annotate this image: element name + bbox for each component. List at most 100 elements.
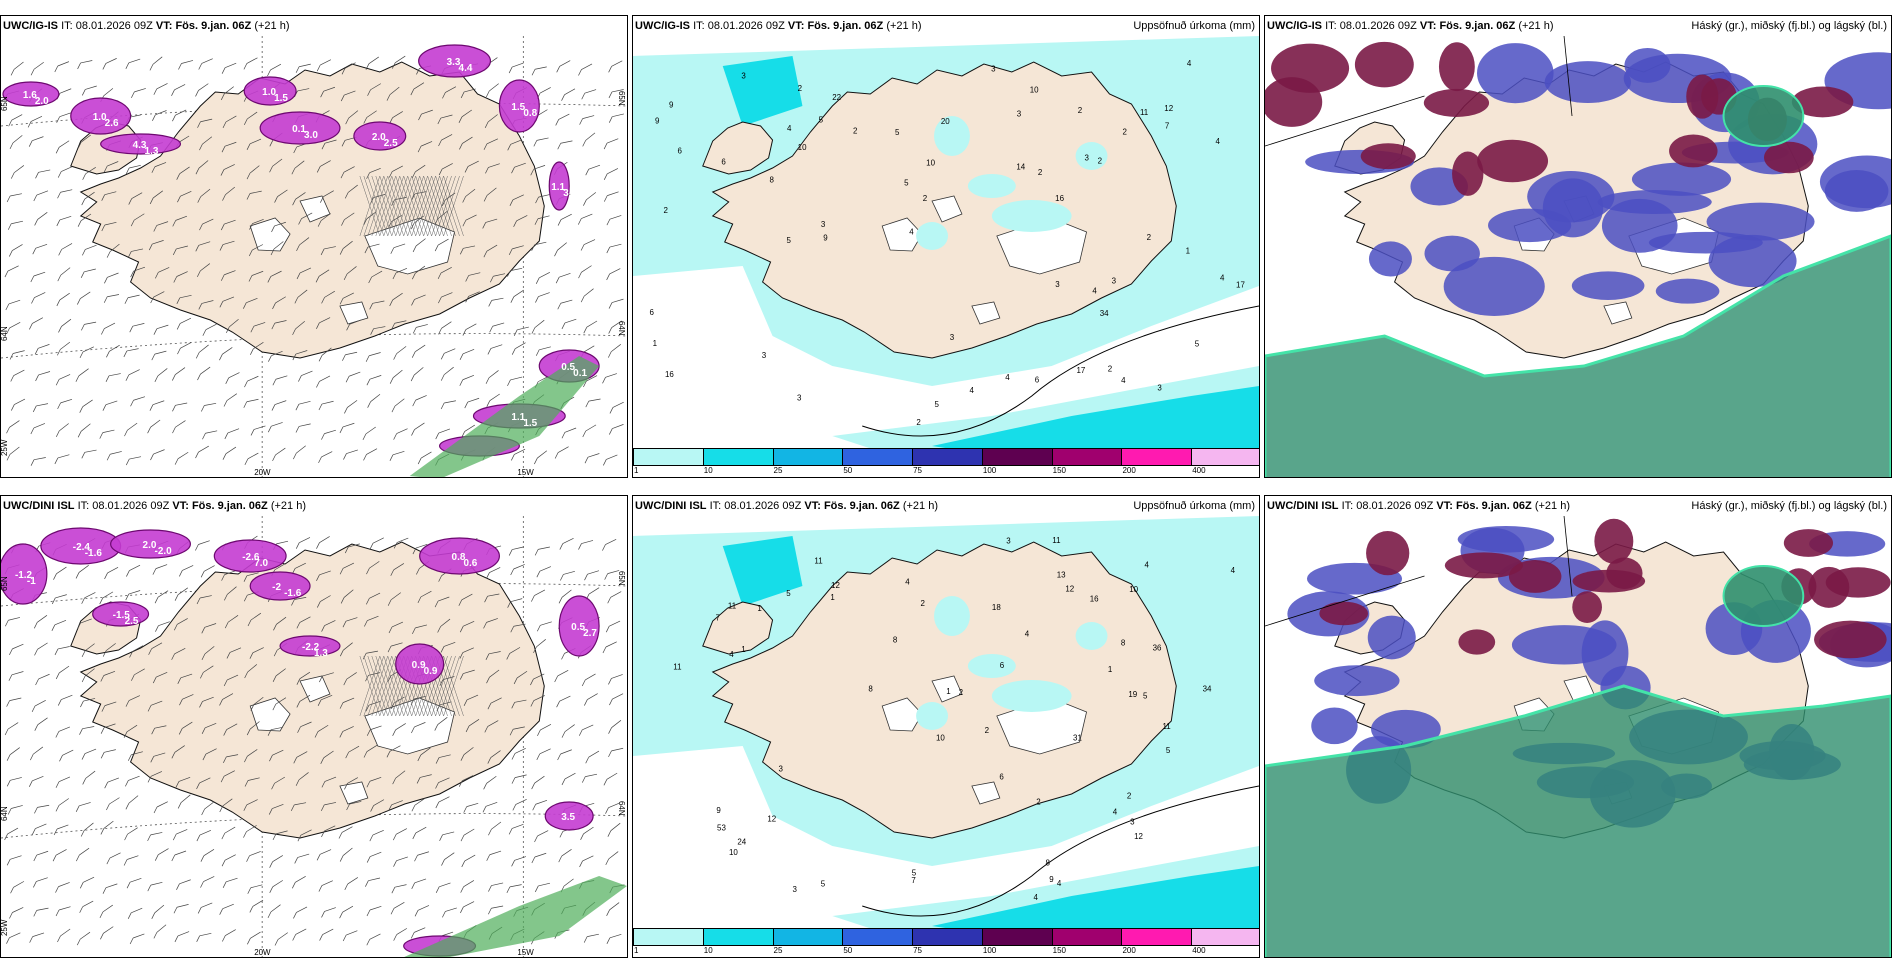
precip-value-48: 11 xyxy=(1162,722,1171,731)
lead-time: (+21 h) xyxy=(886,20,922,32)
precip-value-11: 24 xyxy=(737,837,746,846)
mid-cloud xyxy=(1368,241,1412,277)
precip-value-1: 6 xyxy=(678,146,683,155)
wind-value-7: -2.6 xyxy=(242,552,260,563)
wind-value-16: 0.8 xyxy=(523,108,537,119)
precip-value-32: 6 xyxy=(1035,376,1040,385)
precip-value-17: 1 xyxy=(1108,665,1113,674)
precip-cell-3 xyxy=(110,529,191,559)
mid-cloud xyxy=(1544,61,1632,104)
colorbar-tick-4: 50 xyxy=(843,466,853,475)
vt-prefix: VT: xyxy=(172,500,189,512)
precip-value-29: 3 xyxy=(741,72,746,81)
precip-value-50: 3 xyxy=(1112,277,1117,286)
mid-cloud xyxy=(1443,256,1545,317)
precip-patch-5 xyxy=(1075,142,1108,170)
model-name: UWC/IG-IS xyxy=(635,20,690,32)
colorbar-tick-2: 10 xyxy=(703,466,713,475)
precip-cell-2 xyxy=(70,97,132,135)
precip-cell-7 xyxy=(419,537,501,575)
colorbar-tick-9: 400 xyxy=(1192,466,1206,475)
precip-value-52: 2 xyxy=(1038,168,1043,177)
glacier-4 xyxy=(971,781,1001,805)
precip-value-45: 4 xyxy=(970,386,975,395)
low-cloud-band xyxy=(1265,236,1891,477)
precip-value-57: 2 xyxy=(920,599,925,608)
wind-value-14: 0.6 xyxy=(464,558,478,569)
panel-header: UWC/DINI ISL IT: 08.01.2026 09Z VT: Fös.… xyxy=(633,496,1259,516)
high-cloud xyxy=(1572,591,1602,623)
low-cloud-band xyxy=(1265,686,1891,957)
lead-time: (+21 h) xyxy=(902,500,938,512)
colorbar-swatch-9 xyxy=(1191,448,1259,466)
low-cloud-edge xyxy=(1265,234,1891,477)
high-cloud xyxy=(1366,531,1410,576)
map-svg xyxy=(1265,36,1891,477)
field-title: Háský (gr.), miðský (fj.bl.) og lágský (… xyxy=(1691,20,1887,32)
precip-value-14: 3 xyxy=(762,351,767,360)
region-line xyxy=(1265,95,1425,147)
mid-cloud xyxy=(1488,208,1572,243)
low-cloud-patch xyxy=(1722,85,1805,147)
precip-value-53: 53 xyxy=(717,823,726,832)
high-cloud xyxy=(1444,552,1523,579)
precip-value-36: 5 xyxy=(821,879,826,888)
map-area: 11 8 9 7 10 10 12 10 13 16 24 11 3 4 5 2 1 12 11 8 3 3 8 8 5 4 4 4 6… xyxy=(633,516,1259,957)
precip-value-35: 9 xyxy=(669,100,674,109)
precip-cell-4 xyxy=(213,539,287,573)
precip-value-59: 17 xyxy=(1077,366,1086,375)
init-time: 08.01.2026 09Z xyxy=(1356,500,1434,512)
precip-value-43: 5 xyxy=(904,178,909,187)
map-svg: 1189710101210131624113452112118338854446… xyxy=(633,516,1259,957)
high-cloud xyxy=(1354,41,1414,88)
high-cloud xyxy=(1791,86,1854,118)
colorbar-swatch-7 xyxy=(1051,928,1123,946)
wind-value-4: -1.6 xyxy=(85,548,103,559)
mid-cloud xyxy=(1527,170,1615,223)
precip-value-20: 4 xyxy=(1005,373,1010,382)
precip-value-6: 10 xyxy=(729,848,738,857)
precip-value-22: 3 xyxy=(792,885,797,894)
precip-cell-9 xyxy=(548,161,570,211)
wind-value-18: 3.5 xyxy=(563,188,577,199)
wind-value-1: -1.2 xyxy=(15,570,33,581)
precip-value-10: 17 xyxy=(1236,280,1245,289)
high-cloud xyxy=(1319,601,1368,626)
precip-value-4: 7 xyxy=(716,614,721,623)
value-labels: 1.62.01.02.64.31.31.01.50.13.0 2.02.53.34… xyxy=(23,57,588,429)
precip-value-3: 9 xyxy=(1049,875,1054,884)
vt-prefix: VT: xyxy=(155,20,173,32)
wind-value-2: -1 xyxy=(27,576,36,587)
precip-value-49: 19 xyxy=(1128,690,1137,699)
wind-value-2: 2.0 xyxy=(35,96,49,107)
wind-value-18: 1.3 xyxy=(314,648,328,659)
precip-value-47: 9 xyxy=(655,117,660,126)
model-name: UWC/DINI ISL xyxy=(635,500,707,512)
wind-value-21: 3.5 xyxy=(561,812,575,823)
precip-value-39: 3 xyxy=(991,65,996,74)
wind-value-9: 0.1 xyxy=(292,124,306,135)
precip-patches xyxy=(916,116,1108,250)
wind-value-15: 0.9 xyxy=(412,660,426,671)
precip-value-13: 3 xyxy=(779,765,784,774)
high-cloud xyxy=(1814,620,1887,659)
precip-value-23: 2 xyxy=(923,194,928,203)
map-panel-4: UWC/DINI ISL IT: 08.01.2026 09Z VT: Fös.… xyxy=(0,495,628,958)
iceland-landmass xyxy=(702,541,1177,839)
wind-value-13: 3.3 xyxy=(447,57,461,68)
high-cloud xyxy=(1452,151,1484,196)
map-panel-3: UWC/IG-IS IT: 08.01.2026 09Z VT: Fös. 9.… xyxy=(1264,15,1892,478)
colorbar-swatch-1 xyxy=(633,928,704,946)
precip-value-26: 8 xyxy=(769,176,774,185)
high-cloud xyxy=(1477,139,1549,183)
precip-colorbar: 1 10 25 50 75 100 150 200 400 xyxy=(633,448,1259,477)
precip-value-31: 1 xyxy=(757,604,762,613)
it-prefix: IT: xyxy=(693,20,705,32)
wind-value-1: 1.6 xyxy=(23,90,37,101)
precip-value-57: 16 xyxy=(665,370,674,379)
precip-value-18: 5 xyxy=(895,128,900,137)
model-name: UWC/DINI ISL xyxy=(3,500,75,512)
precip-value-52: 31 xyxy=(1073,734,1082,743)
wind-value-9: -2 xyxy=(272,582,281,593)
